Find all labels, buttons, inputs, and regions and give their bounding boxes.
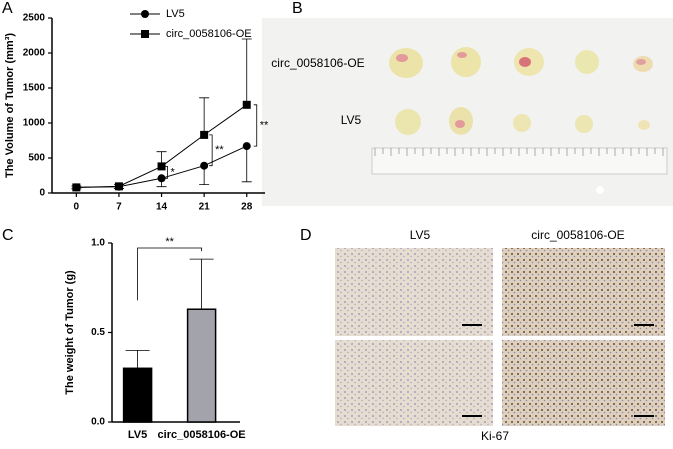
tumor: [596, 186, 604, 194]
bar: [186, 308, 217, 423]
ruler-ticks: [374, 148, 664, 156]
legend-marker: [141, 30, 149, 38]
tumor: [389, 48, 423, 78]
marker: [157, 174, 166, 183]
column-label: circ_0058106-OE: [531, 228, 624, 242]
error-bar: [125, 350, 150, 369]
y-tick-label: 1000: [23, 118, 46, 129]
ihc-image: [502, 248, 665, 336]
annotation: **: [260, 119, 269, 131]
tumors: [389, 47, 653, 194]
significance-bracket: [253, 104, 258, 147]
ihc-images: LV5 circ_0058106-OE Ki-67: [335, 228, 665, 443]
marker: [242, 142, 251, 151]
y-axis-label: The weight of Tumor (g): [64, 270, 76, 395]
x-tick-label: 21: [199, 202, 211, 213]
y-tick-label: 0.5: [91, 327, 105, 338]
ihc-image: [335, 248, 493, 336]
tumor: [519, 57, 531, 67]
tumor: [451, 47, 481, 77]
y-tick-label: 2000: [23, 48, 46, 59]
panel-label: D: [300, 227, 312, 244]
y-tick-label: 2500: [23, 13, 46, 24]
y-tick-label: 500: [28, 153, 45, 164]
y-tick-label: 0: [39, 188, 45, 199]
scale-bars: [462, 324, 654, 417]
tumor: [455, 120, 465, 128]
bar: [122, 367, 153, 423]
error-bar: [241, 38, 252, 105]
ruler: [371, 147, 668, 175]
y-axis-label: The Volume of Tumor (mm³): [4, 33, 16, 178]
caption: Ki-67: [481, 429, 509, 443]
row-label: LV5: [341, 113, 362, 127]
error-bar: [199, 97, 210, 135]
error-bar: [241, 146, 252, 183]
tumor: [575, 50, 599, 74]
tumor: [395, 109, 421, 135]
annotation: **: [165, 236, 174, 248]
row-label: circ_0058106-OE: [271, 56, 364, 70]
legend-marker: [141, 10, 149, 18]
x-tick-label: 7: [116, 202, 122, 213]
marker: [242, 100, 251, 109]
x-tick-label: circ_0058106-OE: [158, 429, 246, 441]
significance-bracket: [137, 247, 202, 301]
legend-label: LV5: [166, 8, 185, 20]
tumor: [457, 52, 467, 58]
tumor: [638, 120, 650, 130]
annotation: **: [215, 144, 224, 156]
error-bar: [189, 258, 214, 310]
marker: [200, 130, 209, 139]
significance-bracket: [164, 166, 168, 179]
x-tick-label: LV5: [128, 429, 147, 441]
tumor: [636, 59, 646, 65]
tumor: [396, 54, 408, 62]
tumor: [575, 115, 593, 133]
panel-label: B: [292, 0, 303, 17]
x-tick-label: 14: [156, 202, 168, 213]
x-tick-label: 28: [241, 202, 253, 213]
marker: [114, 182, 123, 191]
y-tick-label: 1500: [23, 83, 46, 94]
marker: [200, 161, 209, 170]
marker: [157, 162, 166, 171]
annotation: *: [171, 166, 176, 178]
y-tick-label: 1.0: [91, 238, 105, 249]
ihc-image: [335, 340, 493, 426]
panel-label: A: [2, 0, 13, 17]
x-tick-label: 0: [74, 202, 80, 213]
panel-label: C: [2, 227, 14, 244]
column-label: LV5: [410, 228, 431, 242]
y-tick-label: 0.0: [91, 417, 105, 428]
tumor-photo: circ_0058106-OE LV5: [262, 18, 673, 206]
significance-bracket: [209, 134, 213, 167]
tumor: [513, 114, 531, 132]
legend-label: circ_0058106-OE: [166, 28, 252, 40]
ihc-image: [502, 340, 665, 426]
marker: [72, 183, 81, 192]
